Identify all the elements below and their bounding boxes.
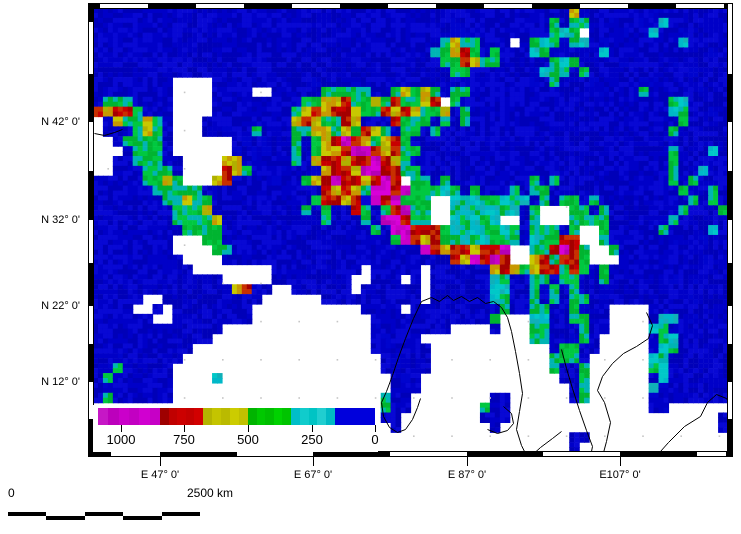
legend-color-step <box>290 408 300 425</box>
legend-color-step <box>229 408 239 425</box>
lon-axis-label: E107° 0' <box>599 469 641 481</box>
legend-color-step <box>273 408 283 425</box>
legend-color-step <box>108 408 119 425</box>
lat-axis-label: N 42° 0' <box>41 116 80 128</box>
scalebar-start-label: 0 <box>8 486 15 500</box>
scalebar: 0 2500 km <box>8 486 233 526</box>
scalebar-segment <box>46 516 85 520</box>
legend-color-step <box>149 408 160 425</box>
lat-axis-label: N 32° 0' <box>41 214 80 226</box>
legend-color-step <box>334 408 375 425</box>
legend-color-step <box>308 408 318 425</box>
legend-color-step <box>139 408 150 425</box>
legend-color-step <box>247 408 257 425</box>
scalebar-segment <box>85 512 123 516</box>
legend-tick <box>375 425 376 432</box>
legend-color-step <box>168 408 178 425</box>
legend-tick-label: 1000 <box>106 432 136 447</box>
legend-tick-label: 500 <box>237 432 259 447</box>
legend-tick <box>248 425 249 432</box>
legend-color-step <box>128 408 140 425</box>
lon-axis-tick <box>313 457 314 466</box>
legend-color-step <box>118 408 129 425</box>
legend-color-step <box>211 408 221 425</box>
legend-color-step <box>299 408 309 425</box>
scalebar-segment <box>162 512 200 516</box>
lat-axis-label: N 22° 0' <box>41 300 80 312</box>
lon-axis-label: E 47° 0' <box>140 469 180 481</box>
lon-axis-label: E 87° 0' <box>447 469 487 481</box>
scalebar-segment <box>8 512 46 516</box>
legend-color-step <box>220 408 230 425</box>
legend-color-step <box>177 408 186 425</box>
lon-axis-tick <box>160 457 161 466</box>
lon-axis-tick <box>620 457 621 466</box>
scalebar-segment <box>123 516 162 520</box>
legend-tick <box>184 425 185 432</box>
legend-tick-label: 750 <box>173 432 195 447</box>
legend-color-step <box>326 408 335 425</box>
legend-color-step <box>202 408 212 425</box>
legend-color-step <box>282 408 291 425</box>
map-canvas <box>88 3 733 457</box>
legend-color-step <box>238 408 248 425</box>
legend-colorbar <box>98 408 375 425</box>
legend-color-step <box>98 408 109 425</box>
legend-color-step <box>317 408 327 425</box>
scalebar-end-label: 2500 km <box>186 486 233 500</box>
legend-color-step <box>159 408 169 425</box>
legend-tick-label: 250 <box>301 432 323 447</box>
legend-color-step <box>256 408 266 425</box>
legend-tick <box>121 425 122 432</box>
lon-axis-label: E 67° 0' <box>293 469 333 481</box>
lon-axis-tick <box>467 457 468 466</box>
legend: 1000 750 500 250 0 <box>93 405 379 452</box>
legend-tick-label: 0 <box>371 432 379 447</box>
legend-tick <box>312 425 313 432</box>
legend-color-step <box>194 408 203 425</box>
legend-color-step <box>265 408 274 425</box>
legend-color-step <box>185 408 195 425</box>
lat-axis-label: N 12° 0' <box>41 376 80 388</box>
